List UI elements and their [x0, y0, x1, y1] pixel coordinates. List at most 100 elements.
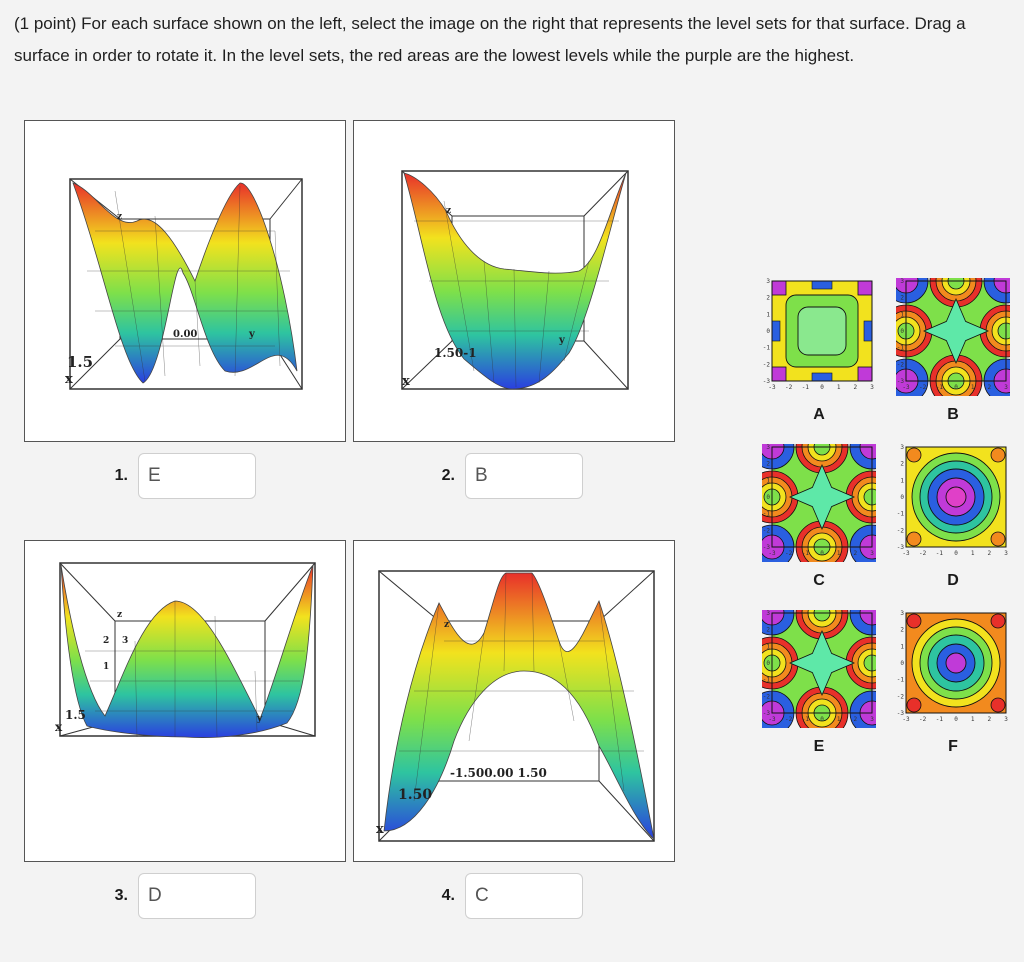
tick-label-x: 3	[870, 384, 874, 391]
axis-label: 1.50-1	[434, 346, 477, 360]
tick-label-y: 0	[766, 494, 770, 501]
tick-label-x: 0	[954, 384, 958, 391]
axis-label: 2	[103, 636, 109, 646]
answer-number: 3.	[114, 887, 128, 904]
tick-label-y: 3	[900, 610, 904, 617]
tick-label-x: 2	[854, 384, 858, 391]
tick-label-y: 2	[766, 461, 770, 468]
level-set-f[interactable]: -3 -2 -1 0 1 2 3 3 2 1 0 -1 -2 -3 F	[896, 610, 1010, 755]
surface-plot-1[interactable]: 0.00 1.5 z x y	[24, 120, 346, 442]
tick-label-y: 1	[900, 643, 904, 650]
contour-plot: -3 -2 -1 0 1 2 3 3 2 1 0 -1 -2 -3	[879, 254, 1024, 408]
tick-label-x: 2	[988, 716, 992, 723]
axis-label: z	[444, 620, 449, 630]
answer-number: 1.	[114, 467, 128, 484]
axis-label: -1.500.00 1.50	[450, 766, 547, 780]
surface-plot-2[interactable]: 1.50-1 z x y	[353, 120, 675, 442]
axis-label: x	[65, 372, 73, 387]
axis-label: x	[376, 822, 384, 837]
axis-label: x	[402, 374, 410, 389]
tick-label-x: 1	[837, 384, 841, 391]
level-set-c[interactable]: -3 -2 -1 0 1 2 3 3 2 1 0 -1 -2 -3 C	[745, 420, 899, 589]
tick-label-x: 0	[954, 550, 958, 557]
answer-input-4[interactable]	[465, 873, 583, 919]
tick-label-x: 3	[870, 716, 874, 723]
tick-label-y: 1	[900, 477, 904, 484]
tick-label-y: 3	[766, 444, 770, 451]
tick-label-x: -1	[936, 716, 944, 723]
surface-plot-4[interactable]: -1.500.00 1.50 1.50 z x	[353, 540, 675, 862]
level-set-letter: D	[947, 572, 959, 589]
tick-label-y: -3	[763, 710, 771, 717]
contour-plot: -3 -2 -1 0 1 2 3 3 2 1 0 -1 -2 -3	[897, 444, 1008, 557]
tick-label-y: -1	[897, 511, 905, 518]
tick-label-y: -3	[763, 378, 771, 385]
tick-label-y: 0	[900, 328, 904, 335]
level-set-d[interactable]: -3 -2 -1 0 1 2 3 3 2 1 0 -1 -2 -3 D	[896, 444, 1010, 589]
level-set-a[interactable]: -3 -2 -1 0 1 2 3 3 2 1 0 -1 -2 -3 A	[762, 278, 876, 423]
tick-label-y: -1	[763, 511, 771, 518]
tick-label-y: -2	[897, 361, 905, 368]
tick-label-x: -3	[902, 716, 910, 723]
tick-label-y: 1	[766, 311, 770, 318]
level-set-b[interactable]: -3 -2 -1 0 1 2 3 3 2 1 0 -1 -2 -3 B	[879, 254, 1024, 423]
tick-label-y: 1	[900, 311, 904, 318]
tick-label-y: -2	[763, 527, 771, 534]
answer-input-2[interactable]	[465, 453, 583, 499]
tick-label-x: -2	[919, 716, 927, 723]
tick-label-x: -2	[919, 384, 927, 391]
tick-label-x: -3	[902, 384, 910, 391]
tick-label-x: 1	[971, 716, 975, 723]
tick-label-y: -1	[763, 345, 771, 352]
tick-label-y: 2	[900, 295, 904, 302]
question-text: (1 point) For each surface shown on the …	[14, 14, 966, 65]
answer-row-1: 1.	[102, 453, 256, 499]
contour-plot: -3 -2 -1 0 1 2 3 3 2 1 0 -1 -2 -3	[763, 278, 874, 391]
tick-label-y: -3	[897, 710, 905, 717]
tick-label-x: 2	[988, 384, 992, 391]
tick-label-x: 1	[837, 716, 841, 723]
tick-label-x: 2	[854, 550, 858, 557]
tick-label-y: -3	[763, 544, 771, 551]
tick-label-x: 3	[1004, 716, 1008, 723]
tick-label-y: -2	[763, 693, 771, 700]
tick-label-x: -3	[902, 550, 910, 557]
axis-label: 1	[103, 662, 109, 672]
answer-input-3[interactable]	[138, 873, 256, 919]
answer-number: 4.	[441, 887, 455, 904]
answer-input-1[interactable]	[138, 453, 256, 499]
axis-label: y	[558, 335, 566, 346]
tick-label-x: 2	[988, 550, 992, 557]
tick-label-x: 3	[1004, 384, 1008, 391]
tick-label-y: 0	[766, 328, 770, 335]
contour-plot: -3 -2 -1 0 1 2 3 3 2 1 0 -1 -2 -3	[897, 610, 1008, 723]
tick-label-y: 0	[900, 494, 904, 501]
tick-label-y: 2	[766, 295, 770, 302]
tick-label-y: -2	[897, 527, 905, 534]
tick-label-x: -1	[802, 550, 810, 557]
tick-label-x: -1	[936, 550, 944, 557]
tick-label-y: -2	[897, 693, 905, 700]
tick-label-y: 2	[900, 461, 904, 468]
tick-label-y: 0	[900, 660, 904, 667]
tick-label-x: 3	[870, 550, 874, 557]
surface-plot-3[interactable]: 2 3 1 z 1.5 x y	[24, 540, 346, 862]
tick-label-x: -1	[802, 716, 810, 723]
tick-label-x: 0	[820, 716, 824, 723]
level-set-letter: B	[947, 406, 959, 423]
axis-label: y	[256, 714, 263, 724]
tick-label-x: 2	[854, 716, 858, 723]
tick-label-y: 2	[766, 627, 770, 634]
tick-label-x: 0	[820, 384, 824, 391]
tick-label-x: -2	[785, 550, 793, 557]
tick-label-y: -1	[897, 677, 905, 684]
level-set-e[interactable]: -3 -2 -1 0 1 2 3 3 2 1 0 -1 -2 -3 E	[745, 586, 899, 755]
tick-label-x: -2	[919, 550, 927, 557]
level-set-letter: E	[813, 738, 825, 755]
tick-label-x: -2	[785, 716, 793, 723]
tick-label-y: -3	[897, 378, 905, 385]
tick-label-x: 3	[1004, 550, 1008, 557]
tick-label-y: -2	[763, 361, 771, 368]
tick-label-y: 2	[900, 627, 904, 634]
tick-label-y: -3	[897, 544, 905, 551]
